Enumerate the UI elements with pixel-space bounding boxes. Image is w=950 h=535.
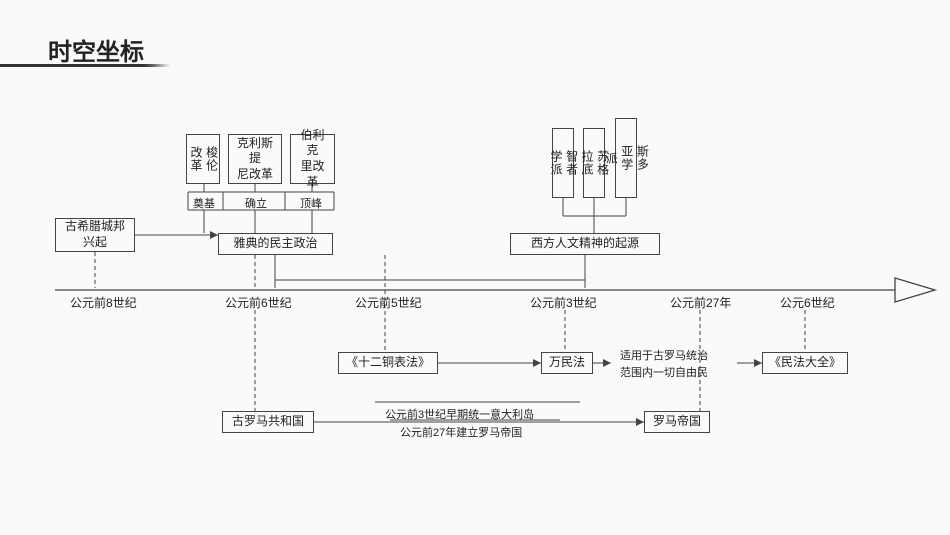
label-event2: 公元前27年建立罗马帝国 bbox=[400, 424, 522, 440]
label-dingfeng: 顶峰 bbox=[300, 195, 322, 211]
label-dianji: 奠基 bbox=[193, 195, 215, 211]
box-civil: 《民法大全》 bbox=[762, 352, 848, 374]
label-scope1: 适用于古罗马统治 bbox=[620, 347, 708, 363]
box-empire: 罗马帝国 bbox=[644, 411, 710, 433]
timeline-tick: 公元6世纪 bbox=[780, 294, 835, 311]
label-scope2: 范围内一切自由民 bbox=[620, 364, 708, 380]
timeline-tick: 公元前8世纪 bbox=[70, 294, 137, 311]
svg-lines bbox=[0, 0, 950, 535]
timeline-tick: 公元前27年 bbox=[670, 294, 731, 311]
timeline-tick: 公元前5世纪 bbox=[355, 294, 422, 311]
box-humanism: 西方人文精神的起源 bbox=[510, 233, 660, 255]
box-twelve: 《十二铜表法》 bbox=[338, 352, 438, 374]
box-republic: 古罗马共和国 bbox=[222, 411, 314, 433]
label-queli: 确立 bbox=[245, 195, 267, 211]
box-athens: 雅典的民主政治 bbox=[218, 233, 333, 255]
timeline-tick: 公元前3世纪 bbox=[530, 294, 597, 311]
diagram-container bbox=[0, 0, 950, 535]
box-solon: 梭伦 改革 bbox=[186, 134, 220, 184]
box-wanmin: 万民法 bbox=[541, 352, 593, 374]
box-pericles: 伯利克 里改革 bbox=[290, 134, 335, 184]
box-stoics: 斯多 亚学 派 bbox=[615, 118, 637, 198]
box-cleisthenes: 克利斯提 尼改革 bbox=[228, 134, 282, 184]
box-greek_rise: 古希腊城邦 兴起 bbox=[55, 218, 135, 252]
label-event1: 公元前3世纪早期统一意大利岛 bbox=[385, 406, 534, 422]
timeline-tick: 公元前6世纪 bbox=[225, 294, 292, 311]
box-sophists: 智者 学派 bbox=[552, 128, 574, 198]
